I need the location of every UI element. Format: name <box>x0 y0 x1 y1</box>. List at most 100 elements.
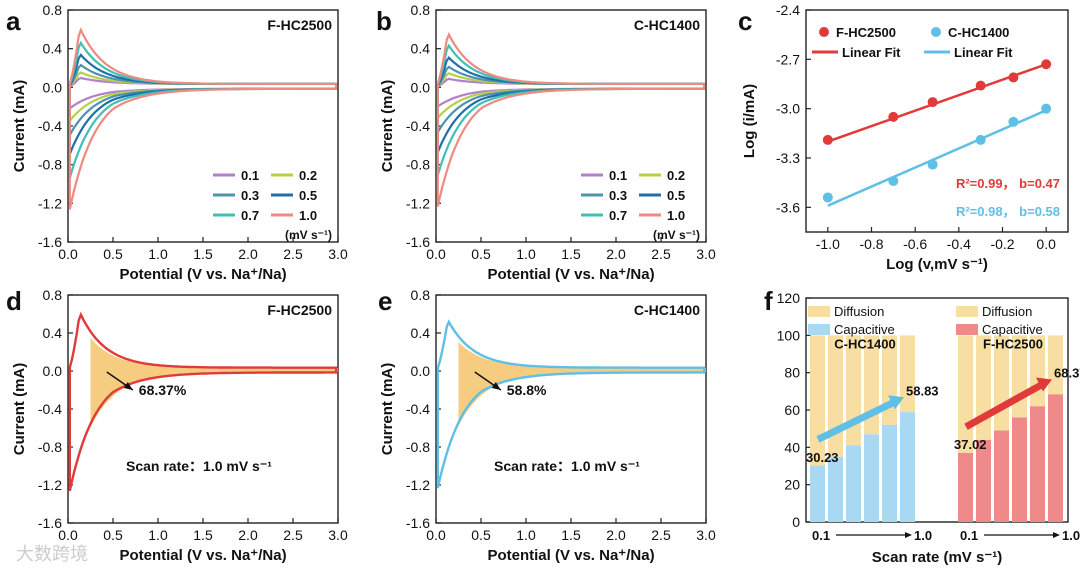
legend-label: 0.7 <box>241 208 259 223</box>
data-point-F-HC2500 <box>888 111 899 122</box>
x-tick-label: 1.5 <box>561 527 581 543</box>
x-tick-label: 0.5 <box>471 246 491 262</box>
x-tick-label: 1.0 <box>516 527 536 543</box>
y-tick-label: -1.6 <box>38 515 62 531</box>
fit-annotation: R²=0.99， b=0.47 <box>956 176 1060 191</box>
y-tick-label: -0.8 <box>406 157 430 173</box>
x-tick-label: -0.2 <box>990 236 1014 252</box>
y-tick-label: -3.6 <box>776 199 800 215</box>
y-tick-label: -2.4 <box>776 2 800 18</box>
y-tick-label: 0.0 <box>43 363 63 379</box>
y-tick-label: -1.6 <box>406 234 430 250</box>
y-tick-label: 20 <box>784 477 800 493</box>
data-point-F-HC2500 <box>1041 59 1052 70</box>
plot-frame <box>67 9 339 243</box>
x-tick-label: 2.5 <box>283 527 303 543</box>
fit-annotation: R²=0.98， b=0.58 <box>956 204 1060 219</box>
data-point-C-HC1400 <box>975 134 986 145</box>
plot-frame <box>435 9 707 243</box>
cv-curve-1.0 <box>436 31 706 207</box>
y-tick-label: 0.0 <box>43 79 63 95</box>
x-tick-label: 0.0 <box>1036 236 1056 252</box>
plot-frame <box>67 294 339 524</box>
panel-a: 0.0 0.5 1.0 1.5 2.0 2.5 3.0 -1.6 -1.2 -0.8 -0.4 0.0… <box>11 2 348 283</box>
legend-label-diffusion: Diffusion <box>834 304 884 319</box>
bar-capacitive <box>810 465 825 522</box>
cv-curve <box>68 311 338 492</box>
x-tick-label: 1.0 <box>148 246 168 262</box>
panel-title: C-HC1400 <box>634 302 700 318</box>
panel-e: 0.0 0.5 1.0 1.5 2.0 2.5 3.0 -1.6 -1.2 -0.8 -0.4 0.0… <box>379 287 716 564</box>
legend-label-capacitive: Capacitive <box>982 322 1043 337</box>
legend-swatch-capacitive <box>808 324 830 335</box>
x-tick-label: 3.0 <box>696 527 716 543</box>
data-point-C-HC1400 <box>1041 103 1052 114</box>
x-tick-label: 0.5 <box>103 527 123 543</box>
legend-swatch-capacitive <box>956 324 978 335</box>
data-point-C-HC1400 <box>888 176 899 187</box>
legend-label-capacitive: Capacitive <box>834 322 895 337</box>
x-tick-label: -0.6 <box>903 236 927 252</box>
legend-label: 0.2 <box>667 168 685 183</box>
panel-c: -1.0 -0.8 -0.6 -0.4 -0.2 0.0 -2.4 -2.7 -3.0 -3.3 -… <box>741 2 1069 273</box>
legend-label: 1.0 <box>667 208 685 223</box>
x-tick-label: 3.0 <box>328 246 348 262</box>
panel-letter-c: c <box>738 6 752 36</box>
axis-range-arrow <box>1053 532 1060 538</box>
legend-swatch-diffusion <box>808 306 830 317</box>
trend-arrow <box>816 398 898 443</box>
x-axis-label: Potential (V vs. Na⁺/Na) <box>487 547 654 564</box>
data-point-F-HC2500 <box>975 80 986 91</box>
bar-capacitive <box>1048 394 1063 522</box>
y-tick-label: -1.2 <box>406 195 430 211</box>
y-tick-label: -0.4 <box>406 118 430 134</box>
x-tick-label: 1.5 <box>561 246 581 262</box>
legend-label: 0.2 <box>299 168 317 183</box>
panel-letter-b: b <box>376 6 392 36</box>
x-axis-label: Potential (V vs. Na⁺/Na) <box>119 266 286 283</box>
group-name: C-HC1400 <box>834 336 895 351</box>
y-tick-label: 0.8 <box>43 2 63 18</box>
legend-fit-label: Linear Fit <box>842 45 901 60</box>
x-tick-label: 0.5 <box>103 246 123 262</box>
x-axis-label: Scan rate (mV s⁻¹) <box>872 549 1002 566</box>
x-tick-label: 2.0 <box>238 527 258 543</box>
x-tick-label: 0.5 <box>471 527 491 543</box>
data-point-C-HC1400 <box>822 192 833 203</box>
bar-capacitive <box>976 439 991 522</box>
x-tick-label: 0.0 <box>426 527 446 543</box>
x-tick-label: 0.0 <box>426 246 446 262</box>
capacitive-percent: 68.37% <box>139 382 187 398</box>
y-tick-label: 0.8 <box>411 287 431 303</box>
panel-title: C-HC1400 <box>634 17 700 33</box>
y-tick-label: -0.4 <box>38 401 62 417</box>
cv-curve-1.0 <box>68 27 338 210</box>
y-tick-label: 0.4 <box>411 325 431 341</box>
legend-label: 0.5 <box>667 188 685 203</box>
legend-label: C-HC1400 <box>948 25 1009 40</box>
y-tick-label: -1.6 <box>406 515 430 531</box>
axis-start-label: 0.1 <box>812 528 830 543</box>
y-tick-label: 0.8 <box>411 2 431 18</box>
y-tick-label: 0.4 <box>411 41 431 57</box>
annotation-arrow-head <box>491 382 501 390</box>
y-tick-label: -3.3 <box>776 150 800 166</box>
legend-label: 1.0 <box>299 208 317 223</box>
x-axis-label: Potential (V vs. Na⁺/Na) <box>487 266 654 283</box>
y-axis-label: Current (mA) <box>11 80 28 173</box>
y-tick-label: -1.6 <box>38 234 62 250</box>
legend-label: 0.7 <box>609 208 627 223</box>
x-axis-label: Log (v,mV s⁻¹) <box>886 256 988 273</box>
data-point-F-HC2500 <box>1008 72 1019 83</box>
panel-letter-f: f <box>764 286 773 316</box>
y-tick-label: 0.0 <box>411 79 431 95</box>
scan-rate-label: Scan rate：1.0 mV s⁻¹ <box>126 458 272 474</box>
fit-line-C-HC1400 <box>827 109 1047 207</box>
plot-frame <box>805 9 1069 233</box>
y-tick-label: -1.2 <box>38 477 62 493</box>
panel-letter-a: a <box>6 6 21 36</box>
y-axis-label: Current (mA) <box>379 80 396 173</box>
legend-unit: (mV s⁻¹) <box>285 228 332 242</box>
x-axis-label: Potential (V vs. Na⁺/Na) <box>119 547 286 564</box>
